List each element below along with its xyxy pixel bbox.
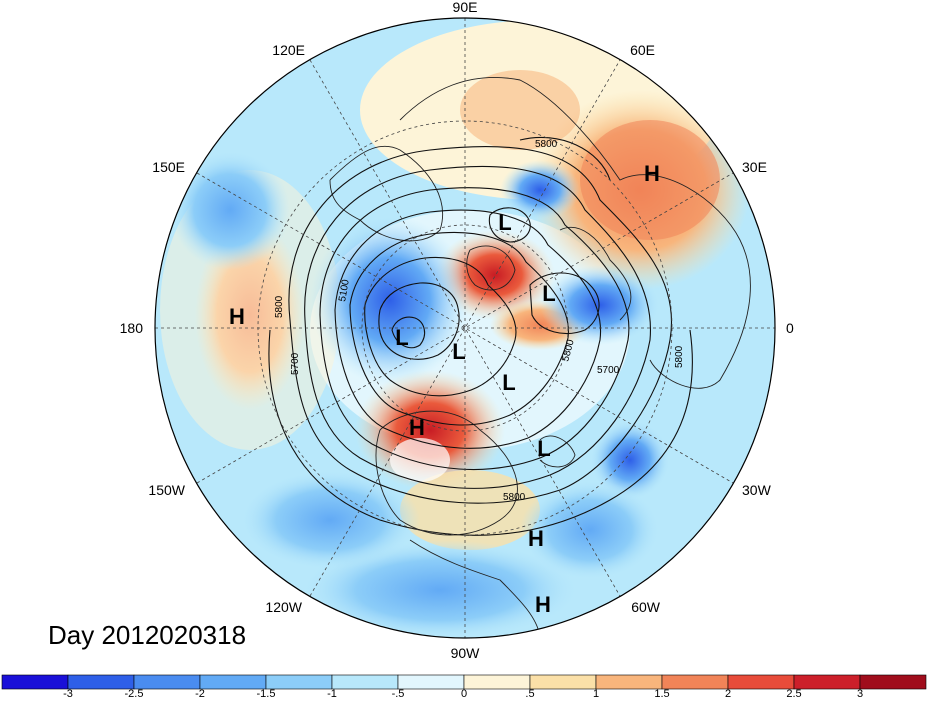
lon-label-60e: 60E (630, 42, 655, 58)
lon-label-120w: 120W (265, 599, 302, 615)
colorbar-tick-label: 3 (856, 688, 864, 700)
colorbar-tick-label: .5 (525, 688, 535, 700)
colorbar-swatch (727, 674, 795, 690)
lon-label-180: 180 (120, 320, 144, 336)
map-boundary (154, 17, 776, 639)
contour-label: 5800 (535, 139, 558, 150)
low-center-marker: L (502, 370, 515, 395)
map-title: Day 2012020318 (48, 620, 247, 650)
colorbar-swatch (463, 674, 531, 690)
contour-label: 5700 (290, 352, 301, 375)
lon-label-30e: 30E (742, 159, 767, 175)
height-contours (268, 136, 693, 536)
contour-label: 5800 (674, 345, 685, 368)
lon-label-60w: 60W (631, 599, 661, 615)
contour-labels: 5800 5100 5800 5700 5800 5700 5800 5800 (274, 139, 685, 503)
colorbar-tick-label: 1.5 (654, 688, 670, 700)
colorbar-swatch (793, 674, 861, 690)
graticule (155, 18, 775, 638)
high-center-marker: H (229, 304, 245, 329)
high-center-marker: H (409, 415, 425, 440)
colorbar-tick-label: 2.5 (786, 688, 802, 700)
colorbar-swatch (529, 674, 597, 690)
colorbar-tick-label: -.5 (391, 688, 405, 700)
high-center-marker: H (644, 161, 660, 186)
longitude-labels: 90E 60E 30E 0 30W 60W 90W 120W 150W 180 … (120, 0, 794, 661)
low-center-marker: L (395, 325, 408, 350)
colorbar-tick-label: -2.5 (124, 688, 144, 700)
high-center-marker: H (528, 526, 544, 551)
colorbar-tick-label: 1 (592, 688, 600, 700)
colorbar (1, 674, 927, 690)
colorbar-tick-label: -1.5 (256, 688, 276, 700)
low-center-marker: L (542, 281, 555, 306)
colorbar-tick-label: 2 (724, 688, 732, 700)
contour-label: 5800 (503, 492, 526, 503)
colorbar-swatch (133, 674, 201, 690)
colorbar-swatch (331, 674, 399, 690)
lon-label-150e: 150E (152, 159, 185, 175)
colorbar-tick-label: -2 (195, 688, 205, 700)
colorbar-swatch (859, 674, 927, 690)
lon-label-90w: 90W (451, 645, 481, 661)
high-center-marker: H (535, 592, 551, 617)
low-center-marker: L (498, 210, 511, 235)
colorbar-swatch (661, 674, 729, 690)
colorbar-tick-label: -3 (63, 688, 73, 700)
colorbar-swatch (397, 674, 465, 690)
contour-label: 5700 (597, 365, 620, 376)
contour-label: 5100 (337, 278, 352, 302)
colorbar-swatch (199, 674, 267, 690)
colorbar-tick-label: 0 (460, 688, 468, 700)
colorbar-swatch (265, 674, 333, 690)
lon-label-90e: 90E (453, 0, 478, 15)
lon-label-30w: 30W (742, 482, 772, 498)
low-center-marker: L (452, 339, 465, 364)
low-center-marker: L (537, 436, 550, 461)
coastlines (329, 76, 751, 638)
lon-label-0: 0 (786, 320, 794, 336)
pressure-centers: H L L H L L L H L H H (229, 161, 660, 617)
colorbar-swatch (595, 674, 663, 690)
lon-label-120e: 120E (272, 42, 305, 58)
contour-label: 5800 (274, 295, 285, 318)
colorbar-tick-label: -1 (327, 688, 337, 700)
colorbar-swatch (1, 674, 69, 690)
lon-label-150w: 150W (148, 482, 185, 498)
colorbar-swatch (67, 674, 135, 690)
